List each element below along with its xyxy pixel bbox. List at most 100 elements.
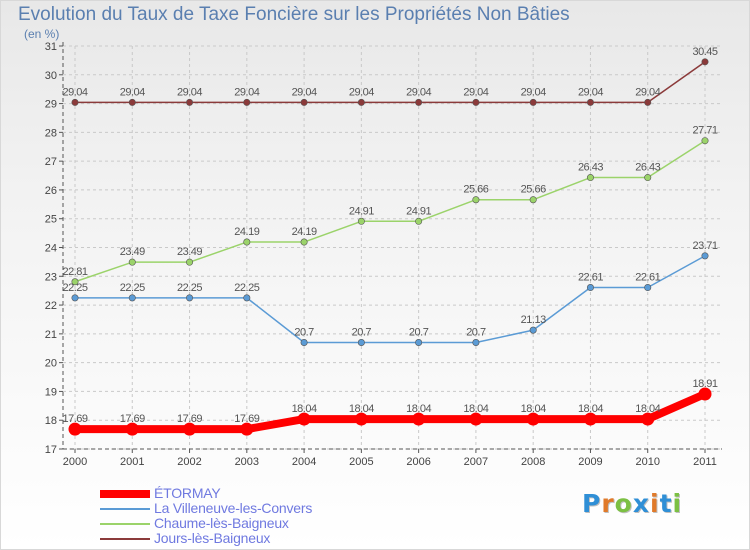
data-point: [243, 294, 251, 302]
data-point: [71, 98, 79, 106]
data-point: [586, 174, 594, 182]
legend-swatch: [100, 489, 150, 498]
data-point: [472, 98, 480, 106]
data-label: 26.43: [635, 162, 660, 174]
x-tick-label: 2007: [464, 456, 488, 468]
y-tick-label: 20: [45, 358, 57, 370]
data-point: [300, 338, 308, 346]
data-label: 29.04: [521, 86, 546, 98]
data-point: [128, 294, 136, 302]
data-point: [469, 412, 483, 426]
data-label: 25.66: [521, 184, 546, 196]
data-label: 17.69: [234, 413, 259, 425]
y-tick-label: 28: [45, 127, 57, 139]
data-point: [698, 387, 712, 401]
y-tick-label: 25: [45, 214, 57, 226]
x-tick-label: 2011: [693, 456, 717, 468]
data-label: 23.49: [120, 246, 145, 258]
data-point: [529, 98, 537, 106]
y-tick-label: 29: [45, 99, 57, 111]
data-point: [243, 98, 251, 106]
proxiti-logo: Proxiti: [582, 489, 682, 518]
logo-letter: x: [632, 489, 650, 518]
data-label: 22.81: [62, 266, 87, 278]
x-tick-label: 2003: [235, 456, 259, 468]
data-label: 18.04: [463, 403, 488, 415]
y-tick-label: 26: [45, 185, 57, 197]
data-point: [586, 284, 594, 292]
data-label: 24.19: [234, 226, 259, 238]
data-point: [357, 217, 365, 225]
x-tick-label: 2005: [349, 456, 373, 468]
data-point: [701, 252, 709, 260]
data-point: [644, 174, 652, 182]
data-label: 29.04: [234, 86, 259, 98]
data-label: 25.66: [463, 184, 488, 196]
y-tick-label: 22: [45, 300, 57, 312]
data-point: [128, 98, 136, 106]
legend-label: Chaume-lès-Baigneux: [154, 515, 289, 531]
data-label: 27.71: [692, 125, 717, 137]
data-point: [68, 422, 82, 436]
series-line-1: [74, 255, 706, 344]
data-label: 29.04: [463, 86, 488, 98]
data-label: 20.7: [352, 326, 372, 338]
data-label: 24.91: [406, 205, 431, 217]
unit-label: (en %): [24, 27, 60, 41]
series-line-2: [74, 139, 706, 283]
data-point: [243, 238, 251, 246]
data-point: [186, 98, 194, 106]
data-label: 18.04: [521, 403, 546, 415]
data-label: 23.71: [692, 240, 717, 252]
data-label: 18.04: [292, 403, 317, 415]
data-label: 18.04: [578, 403, 603, 415]
logo-letter: t: [659, 489, 673, 518]
data-point: [586, 98, 594, 106]
legend-swatch: [100, 522, 150, 525]
data-point: [526, 412, 540, 426]
y-tick-label: 21: [45, 329, 57, 341]
x-tick-label: 2009: [578, 456, 602, 468]
data-point: [128, 258, 136, 266]
data-label: 18.04: [635, 403, 660, 415]
data-point: [644, 284, 652, 292]
data-point: [415, 217, 423, 225]
data-label: 30.45: [692, 46, 717, 58]
legend-label: ÉTORMAY: [154, 485, 221, 501]
data-label: 22.25: [177, 282, 202, 294]
data-point: [354, 412, 368, 426]
data-label: 20.7: [466, 326, 486, 338]
x-tick-label: 2010: [635, 456, 659, 468]
data-point: [529, 326, 537, 334]
data-label: 22.25: [234, 282, 259, 294]
data-label: 26.43: [578, 162, 603, 174]
series-line-0: [71, 390, 709, 434]
data-point: [472, 338, 480, 346]
legend-swatch: [100, 507, 150, 510]
data-label: 29.04: [62, 86, 87, 98]
x-tick-label: 2008: [521, 456, 545, 468]
logo-letter: P: [582, 489, 602, 518]
data-label: 18.04: [406, 403, 431, 415]
y-tick-label: 27: [45, 156, 57, 168]
data-point: [186, 258, 194, 266]
data-label: 18.04: [349, 403, 374, 415]
data-label: 17.69: [177, 413, 202, 425]
data-point: [412, 412, 426, 426]
data-label: 20.7: [294, 326, 314, 338]
legend-label: La Villeneuve-les-Convers: [154, 500, 313, 516]
data-label: 29.04: [292, 86, 317, 98]
data-point: [529, 196, 537, 204]
y-tick-label: 24: [45, 243, 57, 255]
data-point: [641, 412, 655, 426]
data-label: 21.13: [521, 314, 546, 326]
data-label: 29.04: [120, 86, 145, 98]
data-point: [183, 422, 197, 436]
data-point: [644, 98, 652, 106]
data-point: [71, 278, 79, 286]
x-tick-label: 2004: [292, 456, 316, 468]
data-label: 29.04: [406, 86, 431, 98]
data-point: [125, 422, 139, 436]
data-point: [583, 412, 597, 426]
